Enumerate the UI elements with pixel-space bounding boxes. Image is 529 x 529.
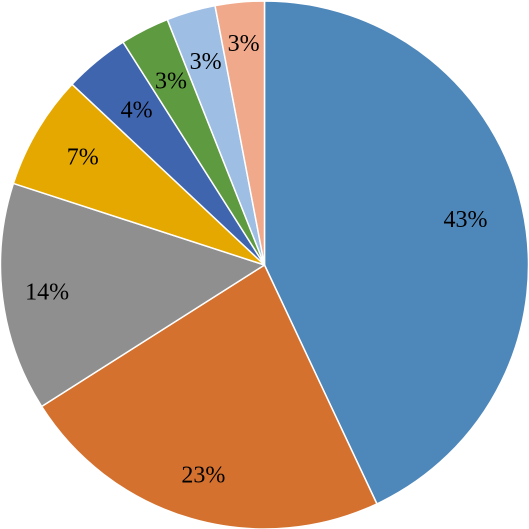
pie-slice-label-7: 3% xyxy=(190,49,222,75)
pie-slice-8 xyxy=(214,0,266,266)
pie-slice-label-5: 4% xyxy=(121,97,153,123)
pie-slice-label-8: 3% xyxy=(228,31,260,57)
pie-slice-1 xyxy=(263,0,529,505)
pie-slice-label-2: 23% xyxy=(181,462,225,488)
pie-slice-3 xyxy=(0,182,266,408)
pie-slice-label-4: 7% xyxy=(67,144,99,170)
pie-slice-label-6: 3% xyxy=(155,69,187,95)
pie-slice-2 xyxy=(40,264,378,529)
pie-slice-label-1: 43% xyxy=(443,207,487,233)
pie-slice-4 xyxy=(12,83,266,266)
pie-slice-label-3: 14% xyxy=(25,279,69,305)
pie-labels: 43%23%14%7%4%3%3%3% xyxy=(25,31,487,488)
